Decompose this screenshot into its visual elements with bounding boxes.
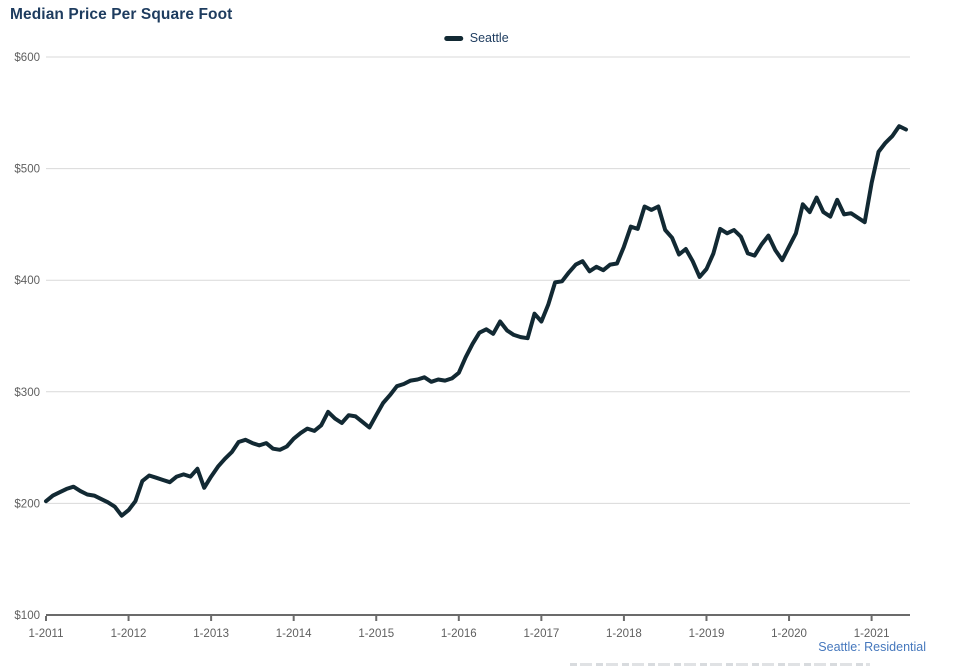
legend-label: Seattle bbox=[469, 31, 509, 45]
x-tick-label: 1-2012 bbox=[111, 628, 147, 640]
legend-line-swatch-icon bbox=[443, 35, 463, 41]
x-tick-label: 1-2011 bbox=[29, 628, 64, 640]
x-tick-label: 1-2020 bbox=[771, 628, 807, 640]
x-tick-label: 1-2019 bbox=[689, 628, 725, 640]
series-line-seattle bbox=[44, 124, 908, 518]
y-tick-label: $200 bbox=[14, 498, 40, 510]
x-tick-label: 1-2017 bbox=[523, 628, 559, 640]
x-tick-label: 1-2018 bbox=[606, 628, 642, 640]
clipped-text-remnant bbox=[570, 663, 870, 666]
x-tick-label: 1-2016 bbox=[441, 628, 477, 640]
y-tick-label: $600 bbox=[14, 52, 40, 64]
x-tick-label: 1-2015 bbox=[358, 628, 394, 640]
y-tick-label: $500 bbox=[14, 164, 40, 176]
chart-title: Median Price Per Square Foot bbox=[10, 6, 233, 23]
x-tick-label: 1-2021 bbox=[854, 628, 890, 640]
y-tick-label: $300 bbox=[14, 387, 40, 399]
x-tick-label: 1-2014 bbox=[276, 628, 312, 640]
series-footnote-link[interactable]: Seattle: Residential bbox=[818, 640, 926, 654]
legend: Seattle bbox=[443, 31, 509, 45]
y-tick-label: $400 bbox=[14, 275, 40, 287]
x-tick-label: 1-2013 bbox=[193, 628, 229, 640]
y-tick-label: $100 bbox=[14, 610, 40, 622]
